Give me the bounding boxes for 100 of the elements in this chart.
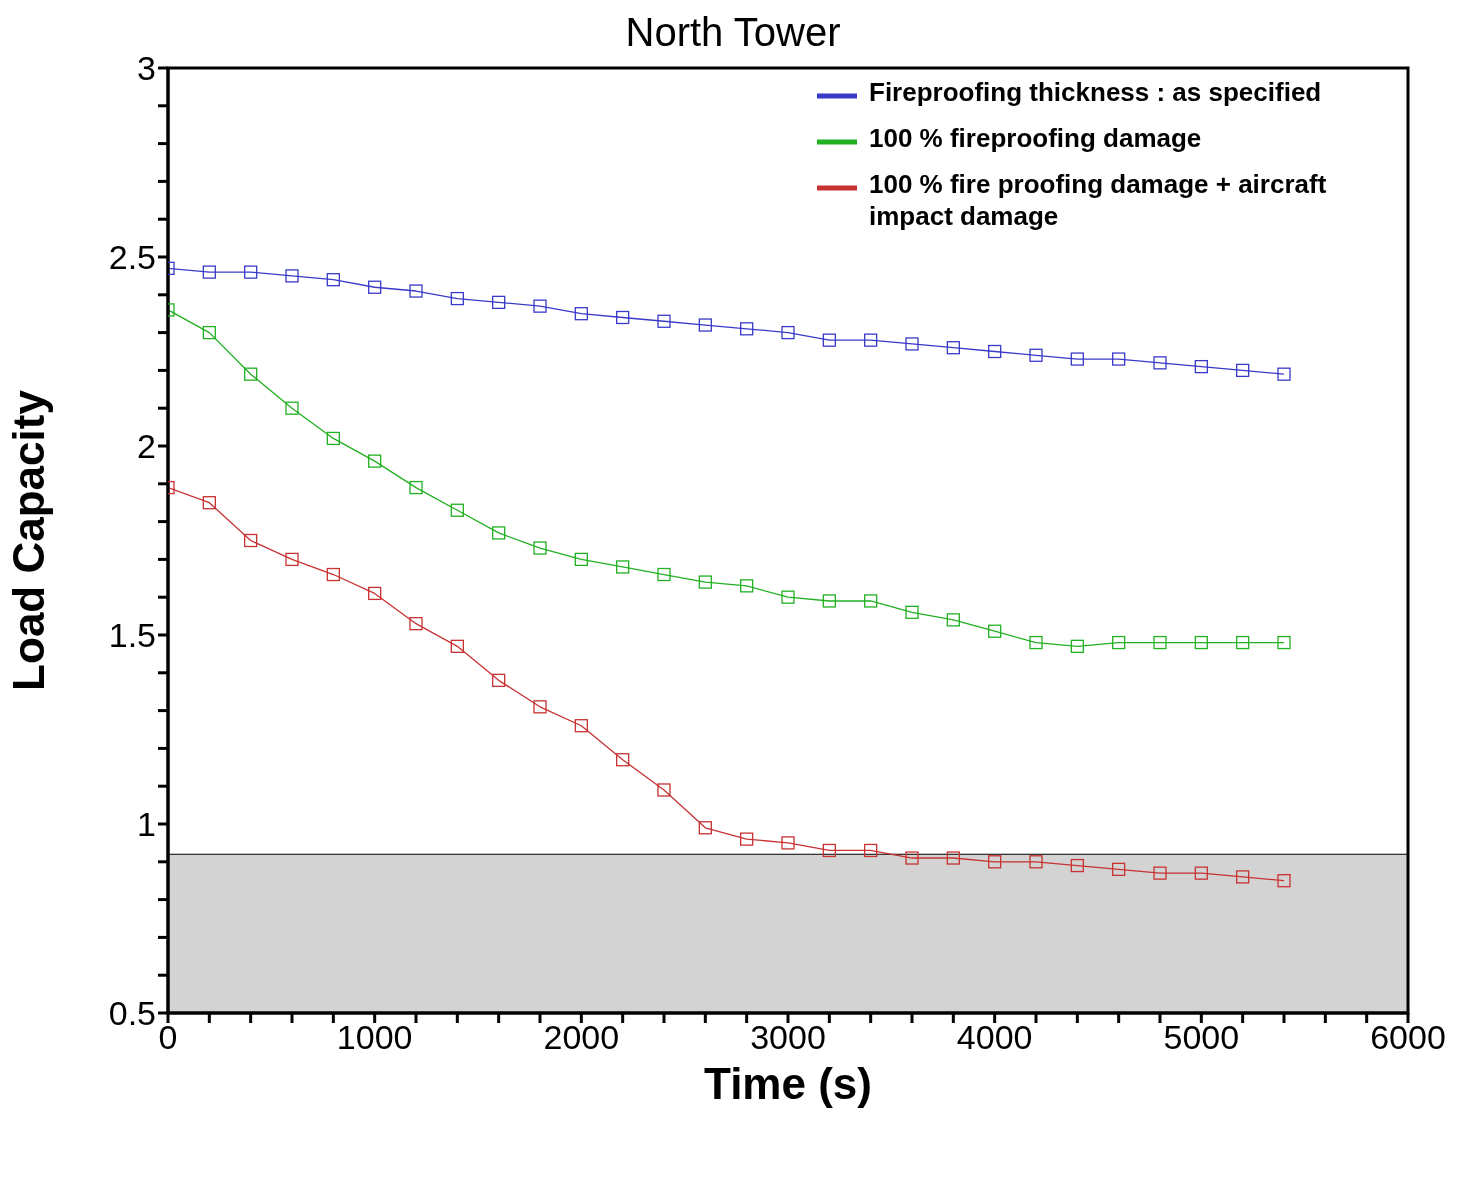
- point: [533, 541, 547, 555]
- point: [450, 503, 464, 517]
- legend-label: 100 % fire proofing damage + aircraft impact damage: [869, 168, 1328, 232]
- point: [450, 639, 464, 653]
- point: [1277, 635, 1291, 650]
- point: [409, 480, 423, 495]
- point: [492, 526, 506, 540]
- point: [326, 431, 340, 446]
- y-tick-label: 1: [137, 805, 156, 844]
- y-tick-label: 1.5: [108, 616, 156, 655]
- point: [1112, 862, 1126, 877]
- y-tick-label: 2: [137, 427, 156, 466]
- point: [905, 605, 919, 619]
- point: [1194, 359, 1208, 374]
- point: [1236, 870, 1250, 884]
- y-tick-label: 3: [137, 49, 156, 88]
- point: [864, 594, 878, 608]
- point: [285, 401, 299, 415]
- point: [368, 586, 382, 601]
- point: [285, 269, 299, 283]
- y-tick-label: 0.5: [108, 994, 156, 1033]
- point: [740, 579, 754, 593]
- point: [1029, 635, 1043, 650]
- point: [1029, 855, 1043, 869]
- point: [244, 367, 258, 381]
- point: [1153, 356, 1167, 370]
- point: [822, 843, 836, 858]
- point: [1194, 635, 1208, 650]
- point: [988, 344, 1002, 359]
- point: [781, 325, 795, 340]
- point: [988, 624, 1002, 638]
- point: [1153, 635, 1167, 650]
- x-tick-label: 3000: [750, 1018, 826, 1057]
- point: [1236, 363, 1250, 378]
- point: [1070, 639, 1084, 653]
- legend-label: Fireproofing thickness : as specified: [869, 76, 1323, 108]
- point: [1112, 352, 1126, 366]
- point: [368, 280, 382, 294]
- point: [409, 617, 423, 631]
- y-tick-label: 2.5: [108, 238, 156, 277]
- point: [657, 783, 671, 797]
- point: [326, 273, 340, 287]
- point: [822, 333, 836, 347]
- point: [740, 322, 754, 336]
- x-tick-label: 5000: [1163, 1018, 1240, 1057]
- point: [450, 291, 464, 306]
- point: [864, 333, 878, 347]
- point: [946, 613, 960, 627]
- point: [574, 719, 588, 733]
- x-tick-label: 4000: [956, 1018, 1033, 1057]
- x-tick-label: 2000: [543, 1018, 620, 1057]
- point: [1112, 635, 1126, 650]
- point: [740, 832, 754, 846]
- point: [781, 836, 795, 850]
- point: [492, 673, 506, 688]
- point: [657, 314, 671, 328]
- point: [1070, 352, 1084, 366]
- point: [616, 310, 630, 325]
- point: [822, 594, 836, 608]
- point: [657, 567, 671, 582]
- point: [368, 454, 382, 468]
- x-tick-label: 1000: [336, 1018, 413, 1057]
- point: [616, 753, 630, 767]
- point: [1277, 874, 1291, 888]
- point: [492, 295, 506, 310]
- point: [244, 533, 258, 548]
- point: [1070, 858, 1084, 873]
- point: [326, 567, 340, 582]
- point: [988, 855, 1002, 869]
- y-axis-title: Load Capacity: [3, 389, 53, 691]
- point: [202, 496, 216, 510]
- point: [202, 265, 216, 279]
- point: [533, 299, 547, 313]
- point: [574, 552, 588, 567]
- point: [698, 821, 712, 835]
- point: [698, 318, 712, 332]
- point: [202, 325, 216, 340]
- point: [285, 552, 299, 567]
- point: [946, 851, 960, 865]
- point: [1277, 367, 1291, 381]
- point: [781, 590, 795, 604]
- chart-title: North Tower: [625, 10, 841, 54]
- x-tick-label: 0: [158, 1018, 178, 1057]
- point: [1236, 635, 1250, 650]
- point: [1194, 866, 1208, 880]
- point: [698, 575, 712, 589]
- point: [905, 851, 919, 865]
- x-tick-label: 6000: [1370, 1018, 1446, 1057]
- point: [905, 337, 919, 351]
- point: [244, 265, 258, 279]
- x-axis-title: Time (s): [704, 1059, 872, 1108]
- point: [946, 341, 960, 355]
- point: [1153, 866, 1167, 880]
- point: [616, 560, 630, 574]
- legend-label: 100 % fireproofing damage: [869, 122, 1203, 154]
- point: [409, 284, 423, 298]
- point: [864, 843, 878, 858]
- point: [574, 307, 588, 321]
- point: [533, 700, 547, 714]
- point: [1029, 348, 1043, 362]
